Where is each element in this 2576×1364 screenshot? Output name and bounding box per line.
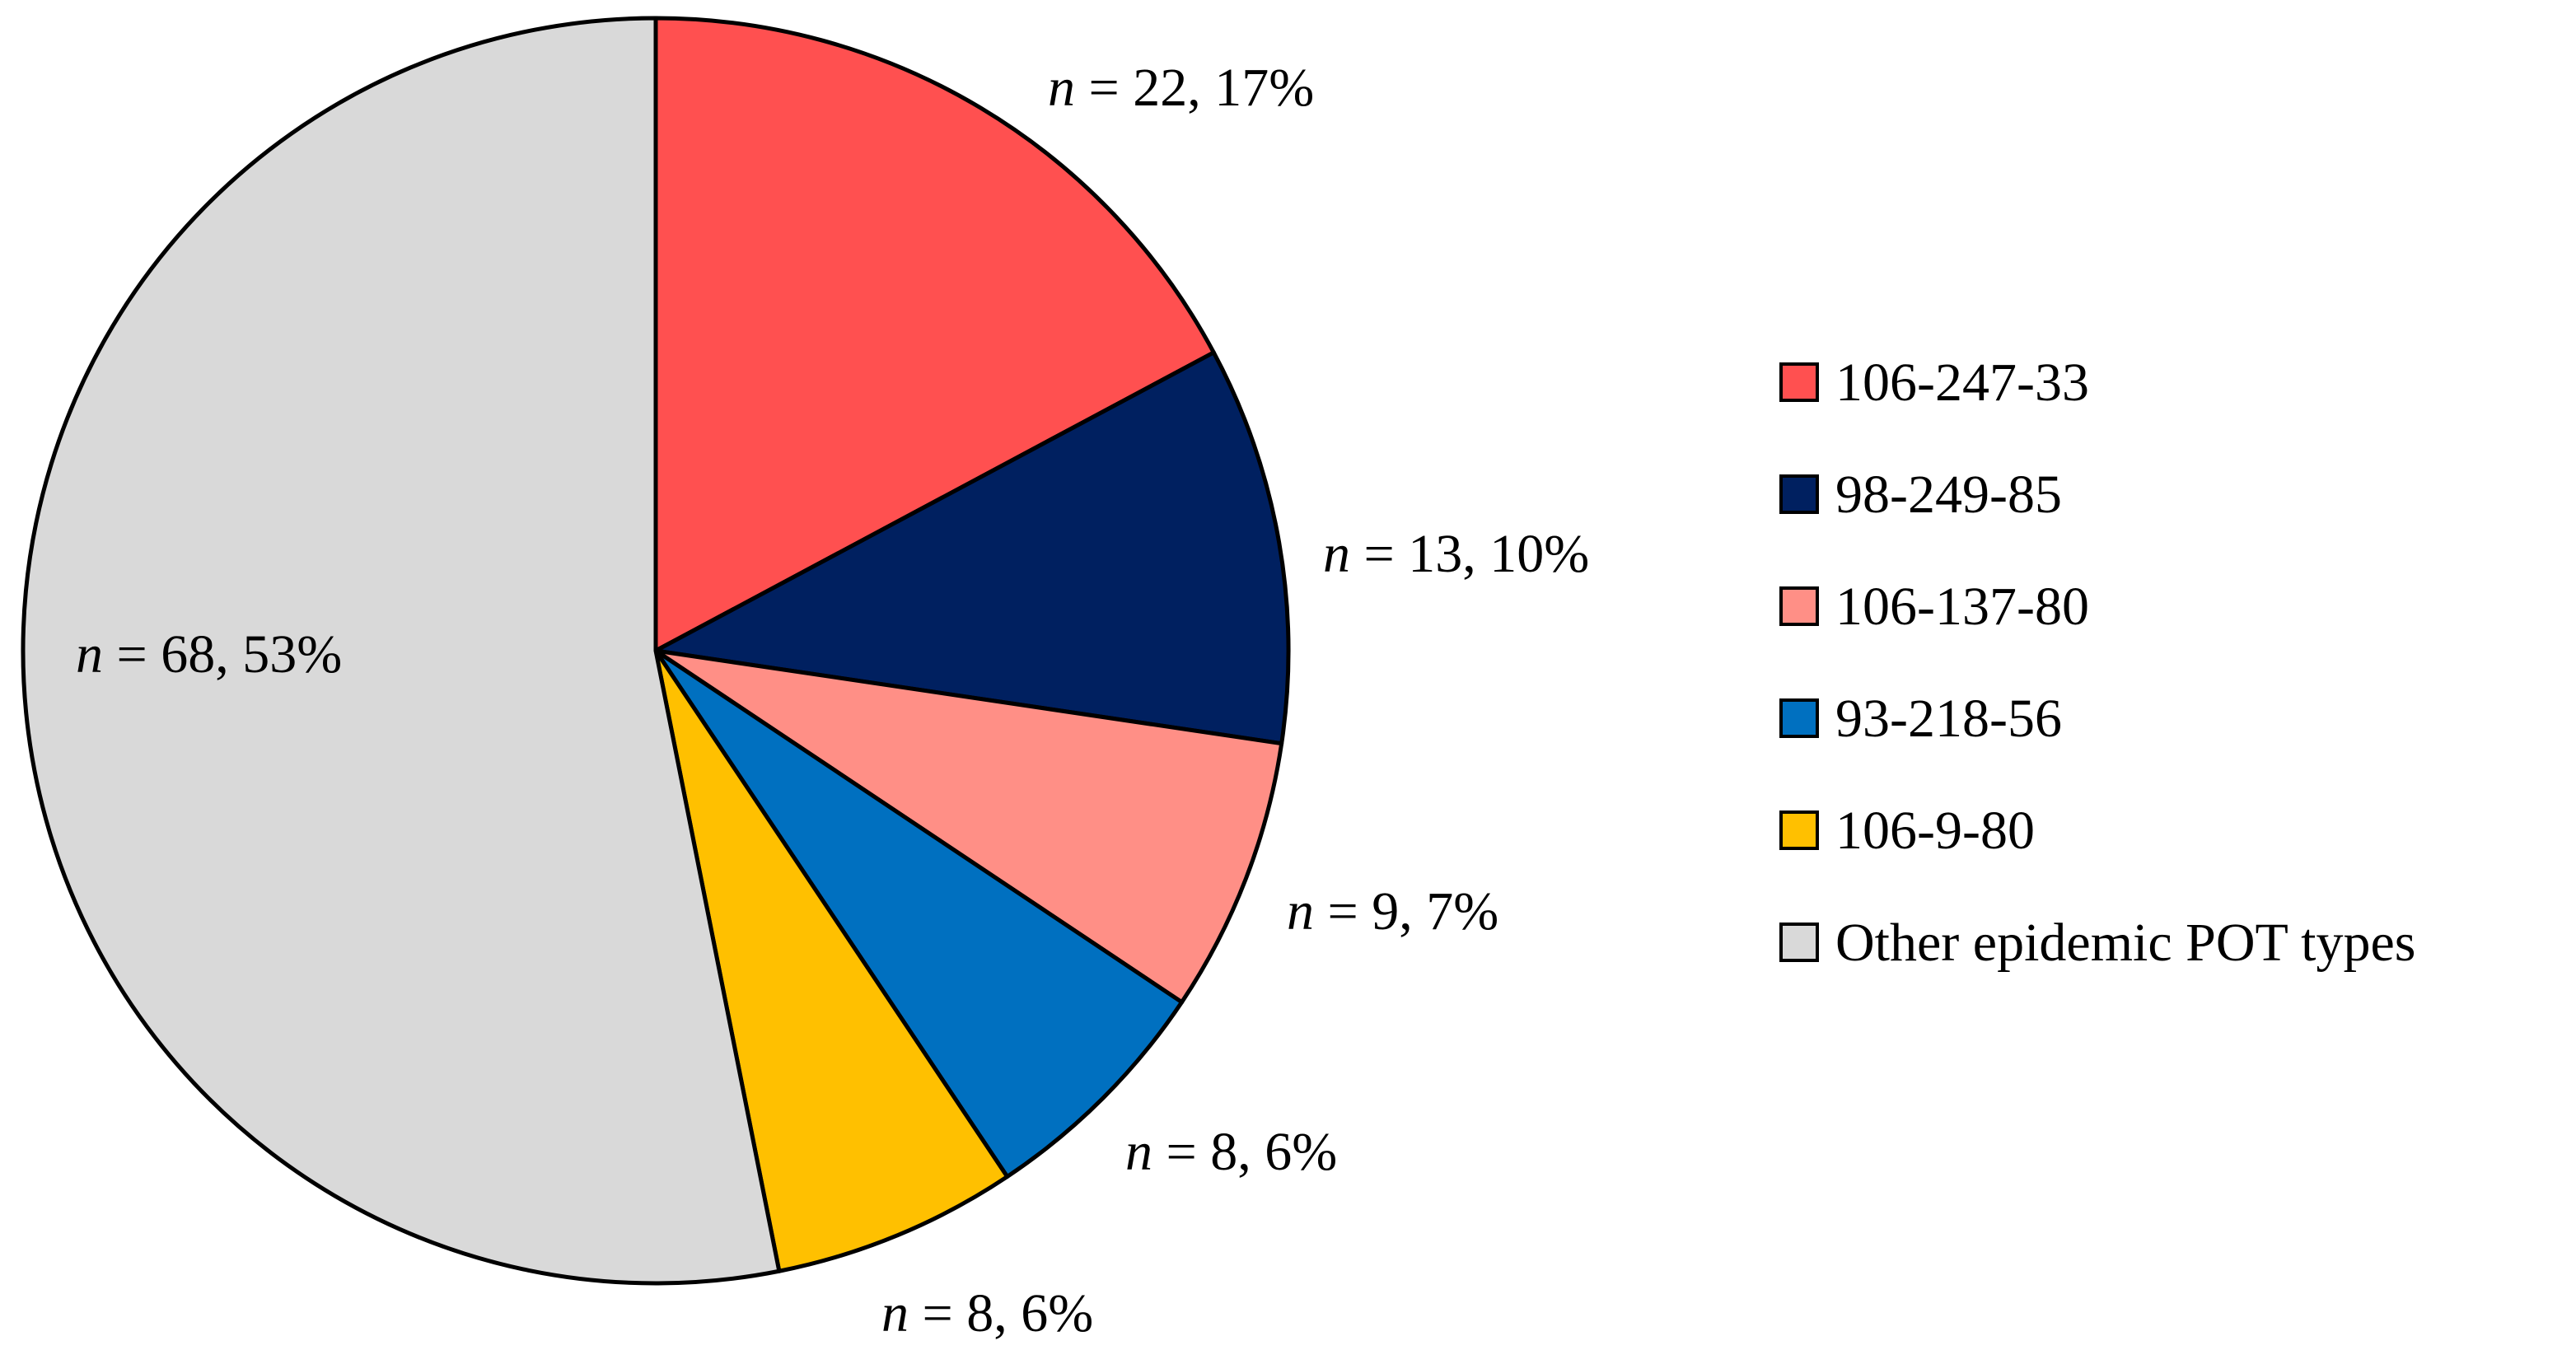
- legend-swatch-93-218-56: [1779, 698, 1819, 738]
- legend-item-106-137-80: 106-137-80: [1779, 577, 2089, 637]
- pie-slice-106-9-80: [653, 648, 1010, 1273]
- legend-swatch-106-137-80: [1779, 586, 1819, 626]
- legend-label-106-247-33: 106-247-33: [1835, 353, 2089, 413]
- legend-item-98-249-85: 98-249-85: [1779, 465, 2062, 525]
- legend-label-98-249-85: 98-249-85: [1835, 465, 2062, 525]
- pie-slice-106-137-80: [653, 648, 1284, 1005]
- data-label-other-epidemic-pot-types: n = 68, 53%: [76, 624, 342, 684]
- pie-slice-98-249-85: [653, 350, 1291, 746]
- data-label-93-218-56: n = 8, 6%: [1125, 1122, 1337, 1182]
- legend-swatch-98-249-85: [1779, 474, 1819, 514]
- legend-label-106-137-80: 106-137-80: [1835, 577, 2089, 637]
- data-label-106-9-80: n = 8, 6%: [881, 1283, 1093, 1343]
- pie-slice-other-epidemic-pot-types: [21, 16, 782, 1286]
- legend-swatch-106-247-33: [1779, 362, 1819, 402]
- pie-slice-93-218-56: [653, 648, 1185, 1179]
- legend-swatch-106-9-80: [1779, 810, 1819, 850]
- legend-label-other-epidemic-pot-types: Other epidemic POT types: [1835, 913, 2415, 973]
- pie-data-labels: n = 22, 17% n = 13, 10% n = 9, 7% n = 8, 6%…: [76, 58, 1589, 1343]
- legend-item-93-218-56: 93-218-56: [1779, 689, 2062, 749]
- legend-item-other-epidemic-pot-types: Other epidemic POT types: [1779, 913, 2415, 973]
- data-label-106-137-80: n = 9, 7%: [1287, 881, 1498, 941]
- legend-label-93-218-56: 93-218-56: [1835, 689, 2062, 749]
- legend-item-106-9-80: 106-9-80: [1779, 801, 2035, 861]
- pie-slice-106-247-33: [653, 16, 1216, 653]
- data-label-106-247-33: n = 22, 17%: [1048, 58, 1314, 118]
- legend: 106-247-33 98-249-85 106-137-80 93-218-56 10…: [1779, 353, 2415, 973]
- pie-slices: [21, 16, 1291, 1286]
- legend-swatch-other-epidemic-pot-types: [1779, 923, 1819, 962]
- data-label-98-249-85: n = 13, 10%: [1323, 524, 1589, 584]
- legend-label-106-9-80: 106-9-80: [1835, 801, 2035, 861]
- legend-item-106-247-33: 106-247-33: [1779, 353, 2089, 413]
